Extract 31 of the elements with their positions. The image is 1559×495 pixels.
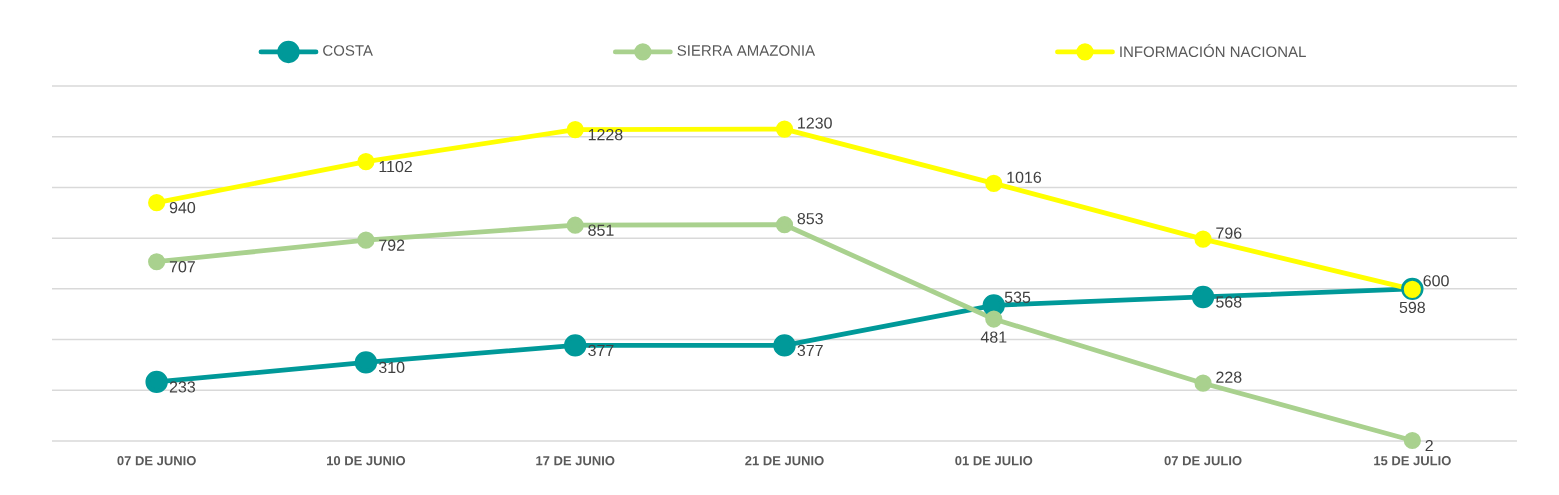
legend-label: SIERRA AMAZONIA [677,45,816,56]
data-label: 535 [1004,291,1031,303]
x-tick-label: 07 DE JULIO [1164,456,1242,466]
data-label: 796 [1216,227,1242,239]
data-label: 853 [797,212,823,225]
x-tick-label: 21 DE JUNIO [745,456,824,466]
data-label: 377 [588,344,614,357]
data-label: 851 [588,224,614,236]
legend-label: INFORMACIÓN NACIONAL [1120,43,1306,58]
data-label: 600 [1423,275,1449,287]
data-label: 2 [1425,439,1433,452]
data-label: 1228 [588,128,623,141]
data-label: 940 [169,201,196,214]
x-tick-label: 10 DE JUNIO [327,456,406,466]
x-tick-label: 01 DE JULIO [955,456,1033,466]
data-label: 1230 [798,117,832,129]
data-label: 568 [1216,296,1242,308]
x-tick-label: 07 DE JUNIO [117,456,196,466]
data-label: 707 [169,261,195,273]
data-label: 1016 [1007,171,1042,183]
data-label: 481 [980,331,1007,343]
legend-label: COSTA [323,45,373,56]
data-label: 598 [1399,301,1425,314]
data-label: 310 [378,361,405,374]
data-label: 233 [169,381,196,393]
data-label: 228 [1216,371,1242,383]
data-label: 377 [797,344,823,357]
data-label: 792 [379,239,405,251]
data-label: 1102 [379,160,412,173]
x-tick-label: 15 DE JULIO [1374,456,1451,466]
x-tick-label: 17 DE JUNIO [536,456,615,466]
